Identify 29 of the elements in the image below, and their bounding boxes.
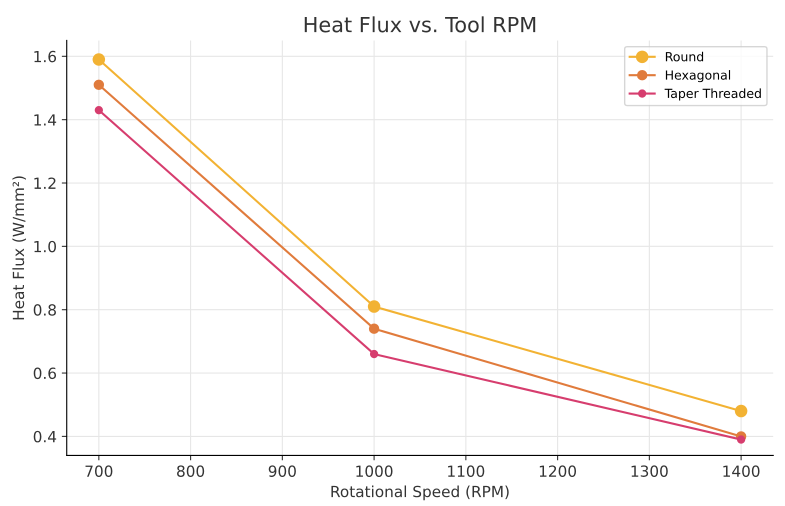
point xyxy=(370,350,378,358)
y-axis-title: Heat Flux (W/mm²) xyxy=(12,176,26,320)
y-tick-label: 0.8 xyxy=(34,304,56,316)
point xyxy=(734,404,748,418)
x-tick-label: 700 xyxy=(86,465,112,477)
x-tick-label: 1400 xyxy=(723,465,760,477)
y-tick-label: 1.4 xyxy=(34,114,56,126)
y-tick-label: 1.2 xyxy=(34,177,56,189)
point xyxy=(94,80,104,90)
point xyxy=(736,435,746,444)
point xyxy=(94,106,104,114)
x-axis-title: Rotational Speed (RPM) xyxy=(331,485,509,500)
y-tick-label: 1.6 xyxy=(34,50,56,62)
point xyxy=(92,53,106,66)
point xyxy=(368,324,380,334)
legend-label: Hexagonal xyxy=(666,70,730,82)
legend-label: Taper Threaded xyxy=(664,88,761,101)
y-tick-label: 1.0 xyxy=(34,240,56,252)
y-tick-label: 0.6 xyxy=(34,368,56,380)
x-tick-label: 1100 xyxy=(448,465,484,477)
x-tick-label: 1300 xyxy=(632,465,668,477)
legend-label: Round xyxy=(666,52,704,62)
x-tick-label: 1000 xyxy=(356,465,393,477)
point xyxy=(368,300,380,313)
x-tick-label: 900 xyxy=(268,465,296,477)
chart-title: Heat Flux vs. Tool RPM xyxy=(304,16,536,32)
x-tick-label: 1200 xyxy=(540,465,576,477)
y-tick-label: 0.4 xyxy=(34,430,56,442)
x-tick-label: 800 xyxy=(177,465,204,477)
